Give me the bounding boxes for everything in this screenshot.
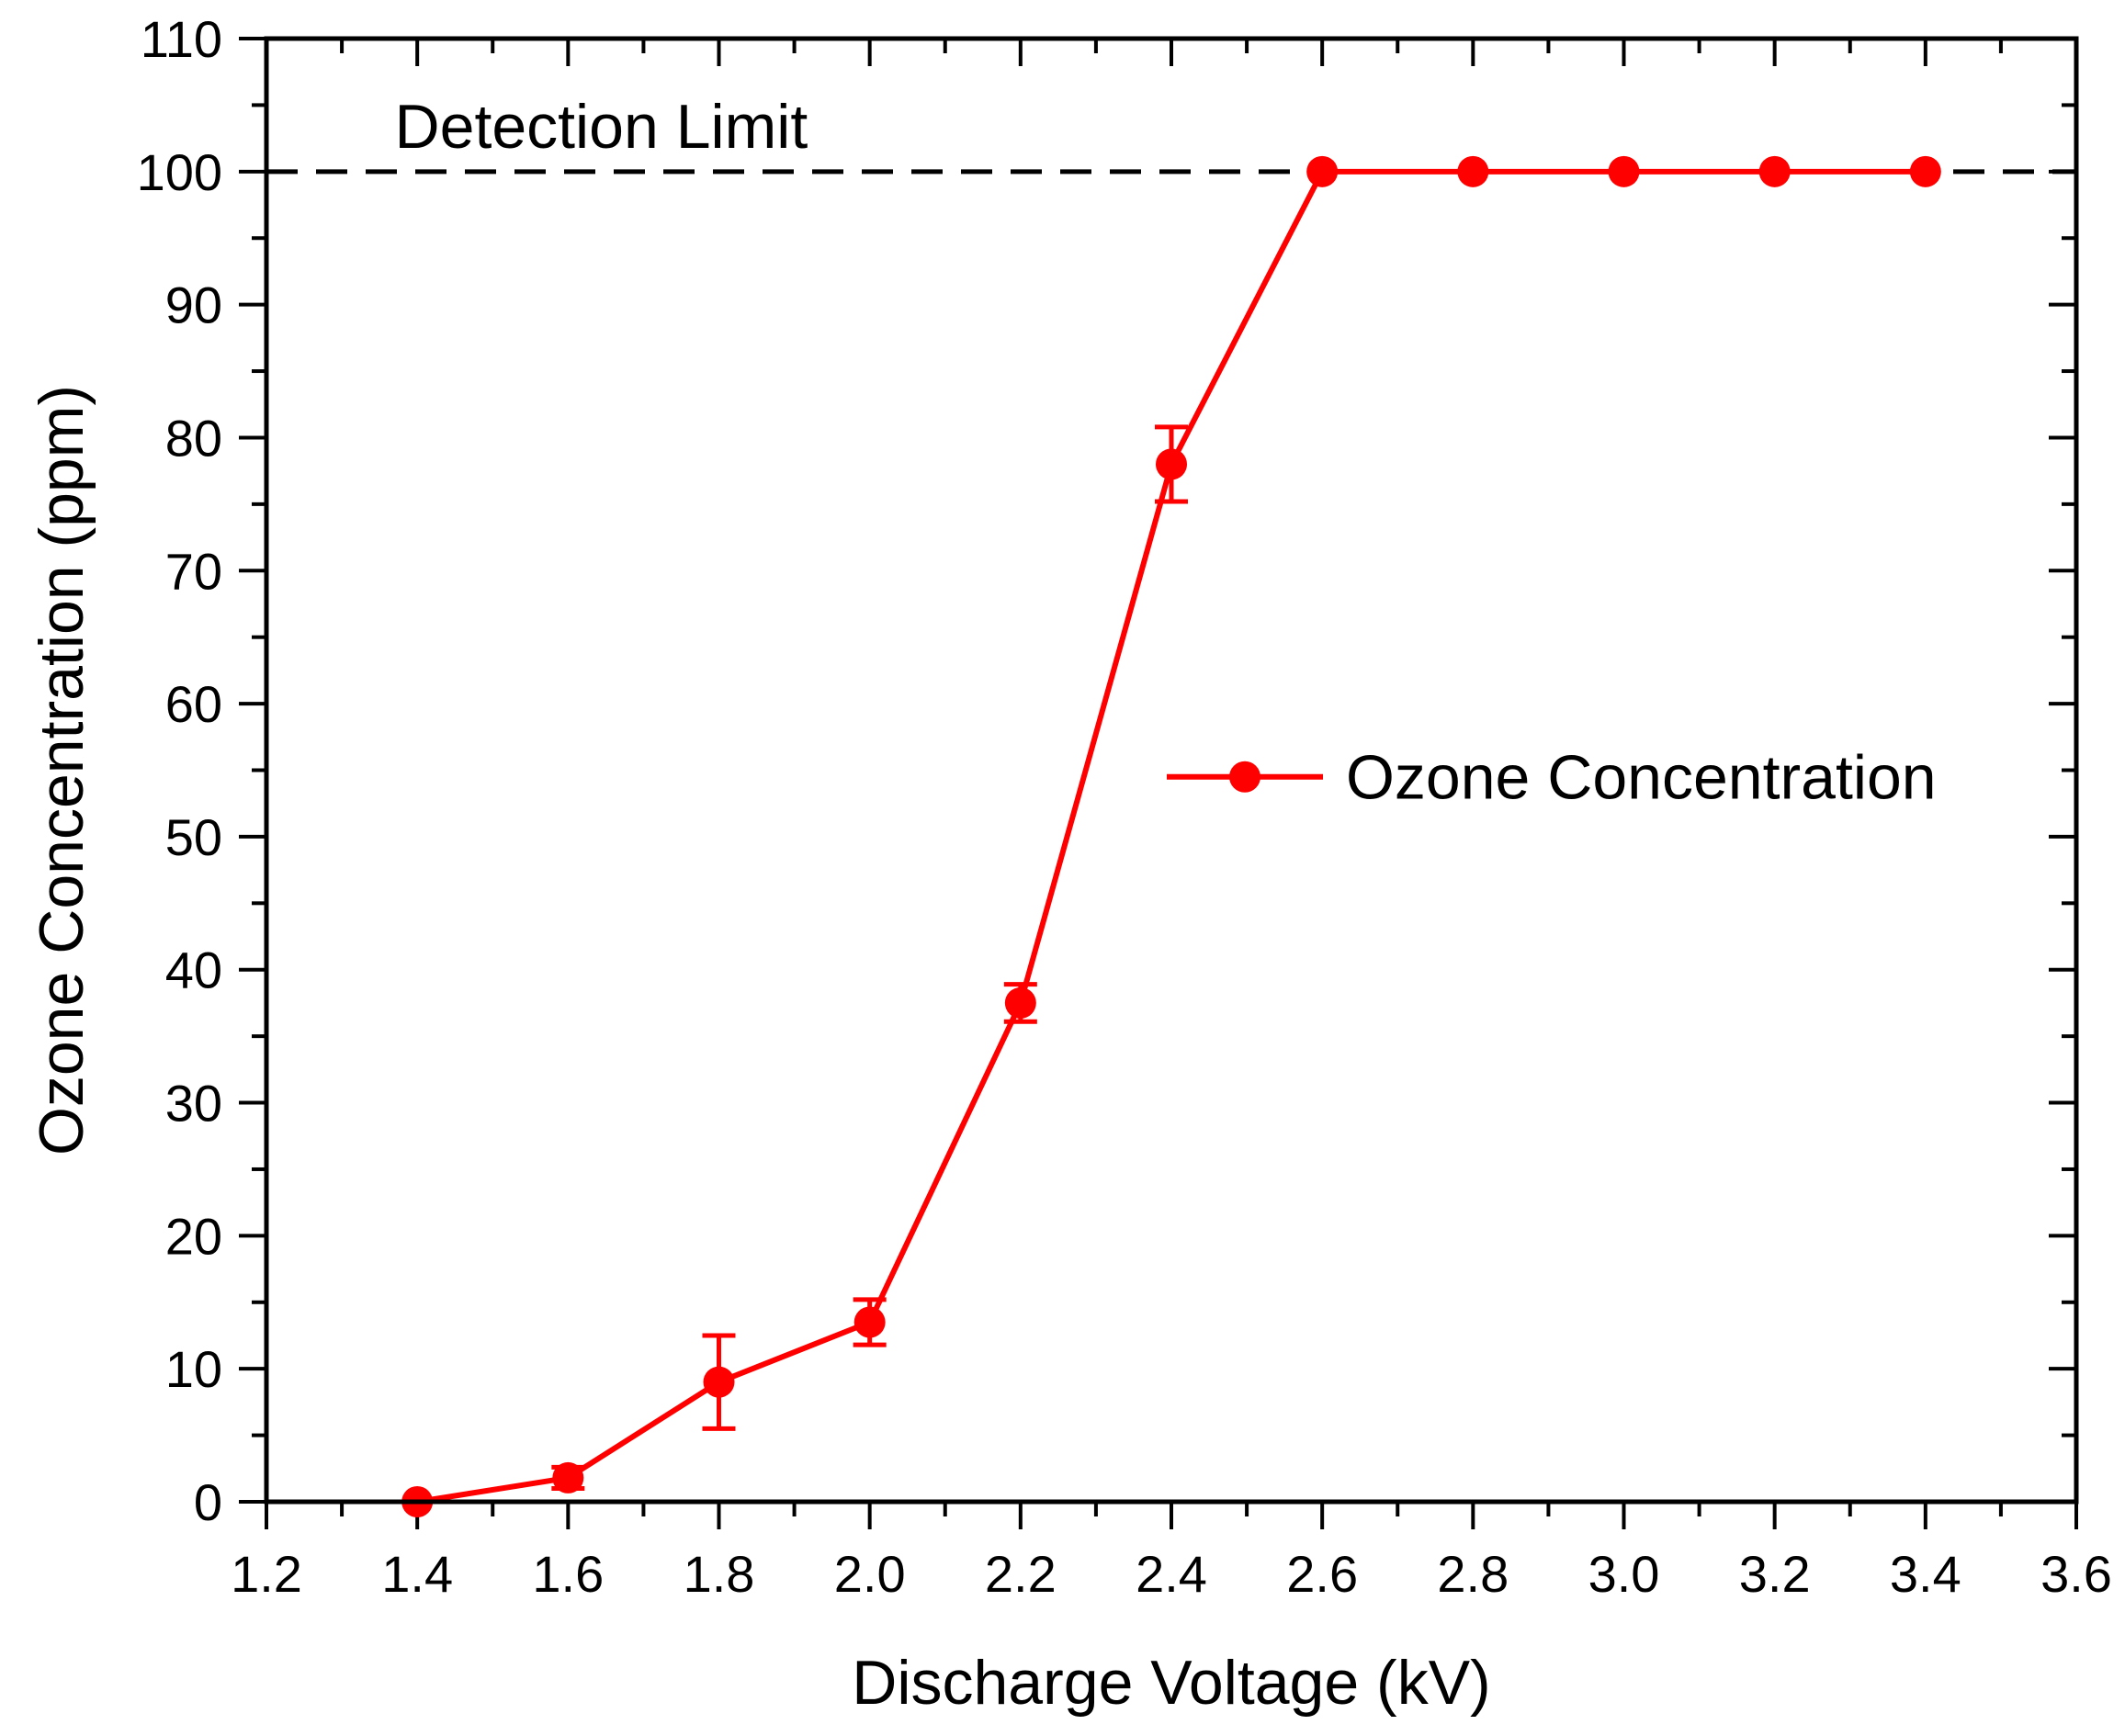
y-tick-label: 90	[165, 276, 222, 334]
data-point	[1306, 155, 1339, 187]
x-axis-title: Discharge Voltage (kV)	[852, 1648, 1490, 1718]
legend-marker	[1229, 761, 1260, 793]
data-point	[1909, 155, 1941, 187]
x-tick-label: 1.4	[381, 1545, 453, 1603]
y-tick-label: 100	[137, 143, 222, 201]
x-tick-label: 3.6	[2040, 1545, 2112, 1603]
y-tick-label: 20	[165, 1207, 222, 1265]
detection-limit-label: Detection Limit	[395, 92, 808, 162]
series-line	[416, 168, 1926, 1505]
axes-ticks	[239, 37, 2078, 1529]
data-point	[853, 1306, 886, 1338]
tick-labels: 1.2 1.4 1.6 1.8 2.0 2.2 2.4 2.6 2.8 3.0 3.2 3.4 3.6 0…	[137, 10, 2112, 1603]
y-tick-label: 30	[165, 1075, 222, 1133]
y-tick-label: 110	[141, 10, 222, 68]
x-tick-label: 3.2	[1739, 1545, 1811, 1603]
x-tick-label: 1.2	[231, 1545, 302, 1603]
y-tick-label: 40	[165, 941, 222, 999]
legend-label: Ozone Concentration	[1346, 743, 1937, 813]
x-tick-label: 2.8	[1437, 1545, 1509, 1603]
x-tick-label: 3.0	[1588, 1545, 1660, 1603]
x-tick-label: 2.6	[1286, 1545, 1358, 1603]
legend: Ozone Concentration	[1167, 743, 1937, 813]
data-point	[1758, 155, 1791, 187]
x-tick-label: 2.2	[985, 1545, 1057, 1603]
y-tick-label: 60	[165, 675, 222, 733]
x-tick-label: 3.4	[1890, 1545, 1961, 1603]
plot-frame	[264, 36, 2079, 1505]
y-tick-label: 10	[165, 1340, 222, 1398]
series-group	[401, 155, 1941, 1517]
data-point	[552, 1461, 584, 1494]
x-tick-label: 1.6	[532, 1545, 604, 1603]
y-tick-label: 70	[165, 542, 222, 600]
x-tick-label: 2.0	[834, 1545, 906, 1603]
data-point	[703, 1366, 735, 1398]
x-tick-label: 2.4	[1136, 1545, 1207, 1603]
data-point	[1004, 986, 1036, 1019]
y-axis-title: Ozone Concentration (ppm)	[27, 385, 96, 1155]
x-tick-label: 1.8	[684, 1545, 755, 1603]
y-tick-label: 0	[194, 1473, 222, 1531]
y-tick-label: 80	[165, 409, 222, 467]
y-tick-label: 50	[165, 808, 222, 866]
data-point	[1608, 155, 1640, 187]
data-point	[1457, 155, 1489, 187]
data-point	[1156, 448, 1187, 480]
